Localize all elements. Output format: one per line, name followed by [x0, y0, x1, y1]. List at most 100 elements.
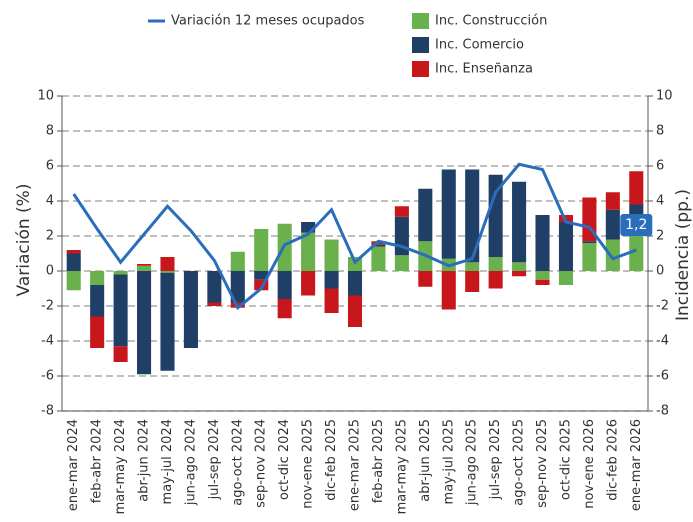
bar — [418, 271, 433, 287]
bar — [230, 251, 245, 271]
bar — [558, 271, 573, 285]
bar — [160, 257, 175, 271]
y-tick-label: 10 — [37, 89, 54, 104]
y-tick-label: -8 — [41, 404, 54, 419]
legend-swatch — [412, 13, 429, 29]
x-tick-label: may-jul 2024 — [160, 419, 175, 504]
bar — [629, 236, 644, 271]
bar — [465, 169, 480, 263]
legend-swatch — [412, 61, 429, 77]
bar — [535, 215, 550, 271]
bar — [512, 262, 527, 271]
bar — [394, 206, 409, 217]
bar — [441, 271, 456, 310]
bar — [582, 243, 597, 271]
bar — [254, 229, 269, 271]
bar — [183, 271, 198, 348]
y-tick-label: -2 — [41, 299, 54, 314]
bar — [347, 295, 363, 327]
y-tick-label: 0 — [46, 264, 54, 279]
x-tick-label: dic-feb 2026 — [605, 419, 620, 501]
bar — [605, 209, 620, 240]
x-tick-label: abr-jun 2025 — [418, 419, 433, 502]
bar — [605, 192, 620, 210]
bar — [66, 271, 81, 291]
line — [72, 162, 637, 311]
x-tick-label: mar-may 2025 — [394, 419, 409, 514]
legend-label: Variación 12 meses ocupados — [171, 14, 365, 29]
bar — [277, 271, 292, 299]
x-tick-label: mar-may 2024 — [113, 419, 128, 514]
y2-tick-label: 8 — [656, 124, 664, 139]
bar — [324, 271, 339, 289]
bar — [629, 171, 644, 205]
bar — [160, 272, 175, 371]
bar — [512, 271, 527, 277]
x-tick-label: may-jul 2025 — [441, 419, 456, 504]
y2-tick-label: 0 — [656, 264, 664, 279]
x-tick-label: nov-ene 2025 — [301, 419, 316, 509]
bar — [90, 316, 105, 348]
bar — [207, 302, 222, 306]
bar — [441, 169, 456, 259]
bar — [113, 346, 128, 362]
x-tick-label: feb-abr 2024 — [90, 419, 105, 503]
y2-tick-label: 2 — [656, 229, 664, 244]
bar — [465, 271, 480, 292]
bar — [254, 271, 269, 280]
bar — [488, 271, 503, 289]
x-tick-label: feb-abr 2025 — [371, 419, 386, 503]
bar — [301, 271, 316, 296]
bar — [254, 279, 269, 291]
data-label-box — [620, 214, 653, 236]
y2-tick-label: -6 — [656, 369, 669, 384]
y-tick-label: 6 — [46, 159, 54, 174]
bar — [394, 255, 409, 271]
legend-label: Inc. Construcción — [435, 14, 547, 29]
y2-tick-label: -2 — [656, 299, 669, 314]
bar — [66, 253, 81, 271]
x-tick-label: ago-oct 2024 — [230, 419, 245, 506]
bar — [371, 244, 386, 247]
bar — [535, 271, 550, 280]
bar — [160, 271, 175, 273]
y-tick-label: -4 — [41, 334, 54, 349]
x-tick-label: jun-ago 2025 — [465, 419, 480, 506]
bar — [324, 288, 339, 313]
bar — [488, 174, 503, 257]
bar — [535, 279, 550, 285]
bar — [66, 250, 81, 254]
bar — [301, 232, 316, 271]
x-tick-label: ene-mar 2025 — [348, 419, 363, 511]
bar — [207, 271, 222, 303]
bar — [137, 264, 152, 266]
x-tick-label: jun-ago 2024 — [183, 419, 198, 506]
x-tick-label: ene-mar 2024 — [66, 419, 81, 511]
bar — [558, 222, 573, 271]
y2-tick-label: 4 — [656, 194, 664, 209]
y2-tick-label: -4 — [656, 334, 669, 349]
bar — [605, 239, 620, 271]
bar — [90, 285, 105, 317]
x-tick-label: jul-sep 2025 — [488, 419, 503, 500]
y2-axis-label: Incidencia (pp.) — [673, 189, 693, 321]
bar — [137, 265, 152, 271]
data-label: 1,2 — [625, 217, 647, 233]
x-tick-label: sep-nov 2025 — [535, 419, 550, 508]
bar — [230, 271, 245, 303]
x-tick-label: dic-feb 2025 — [324, 419, 339, 501]
bar — [488, 257, 503, 271]
y-tick-label: 4 — [46, 194, 54, 209]
bar — [277, 299, 292, 319]
bar — [90, 271, 105, 285]
bar — [113, 274, 128, 347]
bar — [113, 271, 128, 275]
y2-tick-label: -8 — [656, 404, 669, 419]
bar — [512, 181, 527, 263]
x-tick-label: oct-dic 2025 — [558, 419, 573, 500]
x-tick-label: jul-sep 2024 — [207, 419, 222, 500]
bar — [371, 246, 386, 271]
legend-swatch — [412, 37, 429, 53]
bar — [582, 241, 597, 243]
